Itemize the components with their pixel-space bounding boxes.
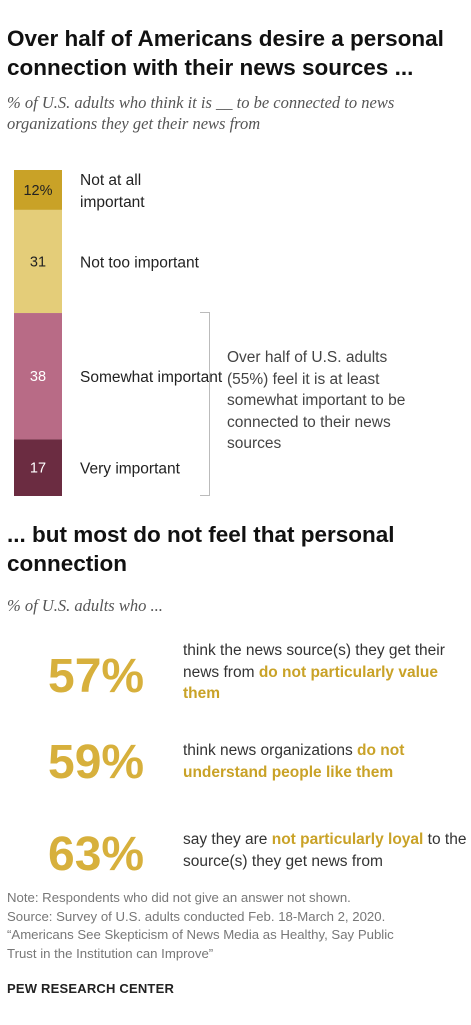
stat-highlight: do not particularly value them (183, 663, 438, 703)
category-label: Very important (80, 461, 181, 478)
brand-logo-text: PEW RESEARCH CENTER (7, 981, 175, 996)
stat-highlight: not particularly loyal (271, 831, 424, 848)
note-line: Trust in the Institution can Improve” (7, 945, 214, 961)
stat-percent: 57% (48, 650, 145, 703)
bar-value-label: 12% (23, 183, 52, 199)
bar-segment (14, 313, 62, 440)
bar-segment (14, 209, 62, 314)
section-subtitle: % of U.S. adults who ... (7, 596, 163, 615)
category-label: Not too important (80, 254, 200, 271)
stat-text: say they are (183, 831, 272, 848)
stat-text-after: to the source(s) they get news from (183, 831, 467, 870)
stat-text: think the news source(s) they get their … (183, 642, 445, 681)
section-title: ... but most do not feel that personal c… (7, 522, 395, 576)
note-line: Source: Survey of U.S. adults conducted … (7, 908, 386, 924)
stat-highlight: do not understand people like them (183, 742, 405, 781)
chart-subtitle: % of U.S. adults who think it is __ to b… (7, 93, 395, 133)
stat-description: think the news source(s) they get their … (183, 640, 468, 705)
bar-segment (14, 170, 62, 210)
bracket-line (200, 312, 210, 496)
stacked-bar-chart: 12% Not at all important 31 Not too importan… (14, 170, 223, 496)
note-line: Note: Respondents who did not give an an… (7, 890, 351, 905)
bar-value-label: 31 (30, 254, 46, 270)
category-label: Somewhat important (80, 369, 223, 386)
category-label: Not at all important (80, 172, 145, 211)
annotation-text: Over half of U.S. adults (55%) feel it i… (227, 349, 406, 452)
bar-segment (14, 439, 62, 496)
chart-title: Over half of Americans desire a personal… (7, 26, 444, 80)
stat-description: say they are not particularly loyal to t… (183, 829, 468, 872)
note-line: “Americans See Skepticism of News Media … (7, 927, 394, 942)
bar-value-label: 38 (30, 369, 46, 385)
source-notes: Note: Respondents who did not give an an… (7, 889, 467, 963)
stat-percent: 63% (48, 828, 145, 881)
stat-description: think news organizations do not understa… (183, 740, 468, 783)
stat-percent: 59% (48, 736, 145, 789)
stat-text: think news organizations (183, 742, 358, 759)
bar-value-label: 17 (30, 461, 46, 477)
